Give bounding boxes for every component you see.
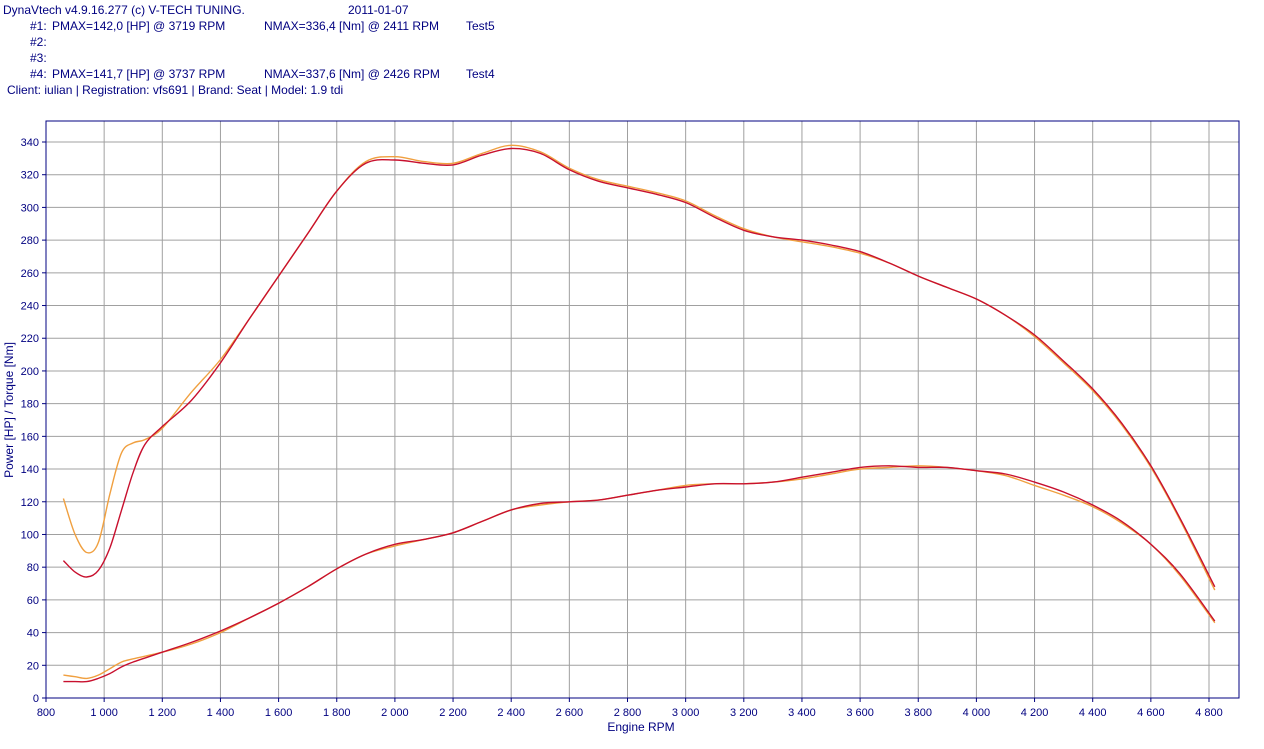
plot-frame bbox=[45, 120, 1240, 699]
run-1-nmax: NMAX=336,4 [Nm] @ 2411 RPM bbox=[264, 19, 440, 33]
x-tick-label: 4 800 bbox=[1195, 707, 1223, 719]
x-tick-label: 2 800 bbox=[614, 707, 642, 719]
series-line-run1-torque bbox=[62, 147, 1216, 588]
y-tick-label: 300 bbox=[21, 202, 39, 214]
run-4-name: Test4 bbox=[466, 67, 495, 81]
chart-curves bbox=[62, 144, 1216, 683]
x-tick-label: 2 600 bbox=[556, 707, 584, 719]
x-tick-label: 1 000 bbox=[90, 707, 118, 719]
x-tick-label: 4 400 bbox=[1079, 707, 1107, 719]
x-tick-label: 4 200 bbox=[1021, 707, 1049, 719]
report-date: 2011-01-07 bbox=[348, 3, 409, 17]
y-axis-label: Power [HP] / Torque [Nm] bbox=[2, 342, 16, 478]
y-tick-label: 340 bbox=[21, 137, 39, 149]
x-tick-label: 3 800 bbox=[904, 707, 932, 719]
y-tick-label: 60 bbox=[27, 595, 39, 607]
x-tick-label: 4 000 bbox=[963, 707, 991, 719]
y-tick-label: 280 bbox=[21, 235, 39, 247]
chart-grid bbox=[46, 121, 1239, 698]
run-2-id: #2: bbox=[30, 35, 47, 49]
run-4-id: #4: bbox=[30, 67, 47, 81]
run-4-nmax: NMAX=337,6 [Nm] @ 2426 RPM bbox=[264, 67, 440, 81]
x-tick-label: 1 400 bbox=[207, 707, 235, 719]
x-tick-label: 3 600 bbox=[846, 707, 874, 719]
series-line-run4-torque bbox=[62, 144, 1216, 591]
x-tick-label: 3 000 bbox=[672, 707, 700, 719]
x-tick-label: 1 600 bbox=[265, 707, 293, 719]
x-tick-label: 1 800 bbox=[323, 707, 351, 719]
x-tick-label: 3 200 bbox=[730, 707, 758, 719]
y-tick-label: 120 bbox=[21, 497, 39, 509]
y-tick-label: 140 bbox=[21, 464, 39, 476]
y-tick-label: 0 bbox=[33, 693, 39, 705]
x-tick-label: 3 400 bbox=[788, 707, 816, 719]
y-tick-label: 40 bbox=[27, 628, 39, 640]
series-line-run1-power bbox=[63, 465, 1216, 683]
x-tick-label: 2 200 bbox=[439, 707, 467, 719]
run-3-id: #3: bbox=[30, 51, 47, 65]
run-1-name: Test5 bbox=[466, 19, 495, 33]
y-tick-label: 260 bbox=[21, 268, 39, 280]
y-tick-label: 160 bbox=[21, 431, 39, 443]
y-tick-label: 320 bbox=[21, 170, 39, 182]
run-1-id: #1: bbox=[30, 19, 47, 33]
y-tick-label: 240 bbox=[21, 301, 39, 313]
x-tick-label: 800 bbox=[37, 707, 55, 719]
chart-ticks: 800 1 000 1 200 1 400 1 600 1 800 2 000 2 200 2 … bbox=[21, 137, 1223, 719]
x-tick-label: 4 600 bbox=[1137, 707, 1165, 719]
y-tick-label: 80 bbox=[27, 562, 39, 574]
app-title: DynaVtech v4.9.16.277 (c) V-TECH TUNING. bbox=[3, 3, 245, 17]
y-tick-label: 20 bbox=[27, 660, 39, 672]
series-line-run4-power bbox=[63, 465, 1216, 680]
x-tick-label: 1 200 bbox=[149, 707, 177, 719]
y-tick-label: 180 bbox=[21, 399, 39, 411]
client-info: Client: iulian | Registration: vfs691 | … bbox=[7, 83, 344, 97]
y-tick-label: 100 bbox=[21, 529, 39, 541]
x-axis-label: Engine RPM bbox=[607, 720, 674, 734]
y-tick-label: 220 bbox=[21, 333, 39, 345]
y-tick-label: 200 bbox=[21, 366, 39, 378]
run-4-pmax: PMAX=141,7 [HP] @ 3737 RPM bbox=[52, 67, 226, 81]
x-tick-label: 2 000 bbox=[381, 707, 409, 719]
x-tick-label: 2 400 bbox=[497, 707, 525, 719]
run-1-pmax: PMAX=142,0 [HP] @ 3719 RPM bbox=[52, 19, 226, 33]
